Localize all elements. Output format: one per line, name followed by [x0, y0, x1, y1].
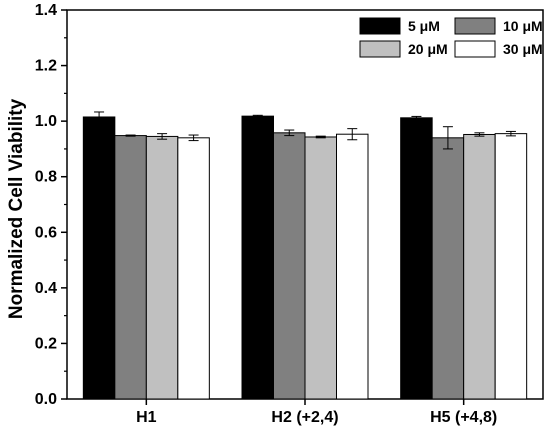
bar	[114, 135, 147, 400]
bar	[273, 132, 306, 400]
y-axis: 0.0 0.2 0.4 0.6 0.8 1.0 1.2 1.4	[35, 2, 67, 408]
y-axis-title: Normalized Cell Viability	[6, 98, 27, 319]
bar	[463, 133, 496, 400]
bar	[145, 135, 179, 400]
y-tick-label: 1.0	[35, 113, 57, 130]
y-tick-label: 1.2	[35, 58, 57, 75]
legend-label: 20 μM	[408, 41, 448, 57]
legend: 5 μM 10 μM 20 μM 30 μM	[359, 17, 543, 58]
bar	[400, 117, 433, 400]
legend-label: 30 μM	[503, 41, 543, 57]
y-tick-label: 0.8	[35, 169, 57, 186]
legend-label: 10 μM	[503, 18, 543, 34]
legend-swatch	[454, 40, 496, 58]
bar	[431, 137, 465, 400]
bar	[336, 133, 369, 400]
x-tick-label: H2 (+2,4)	[271, 409, 338, 426]
y-tick-label: 1.4	[35, 2, 57, 19]
bar	[241, 115, 274, 400]
y-tick-label: 0.2	[35, 335, 57, 352]
bar	[177, 137, 210, 400]
legend-label: 5 μM	[408, 18, 440, 34]
y-tick-label: 0.6	[35, 224, 57, 241]
legend-swatch	[454, 17, 496, 35]
bar	[494, 133, 528, 400]
bars	[82, 115, 528, 400]
y-tick-label: 0.0	[35, 391, 57, 408]
x-tick-label: H1	[136, 409, 157, 426]
bar	[304, 136, 337, 400]
bar	[82, 116, 116, 400]
y-tick-label: 0.4	[35, 280, 57, 297]
legend-swatch	[359, 40, 401, 58]
legend-swatch	[359, 17, 401, 35]
x-tick-label: H5 (+4,8)	[430, 409, 497, 426]
error-bars	[94, 111, 516, 150]
x-axis: H1 H2 (+2,4) H5 (+4,8)	[136, 399, 497, 426]
